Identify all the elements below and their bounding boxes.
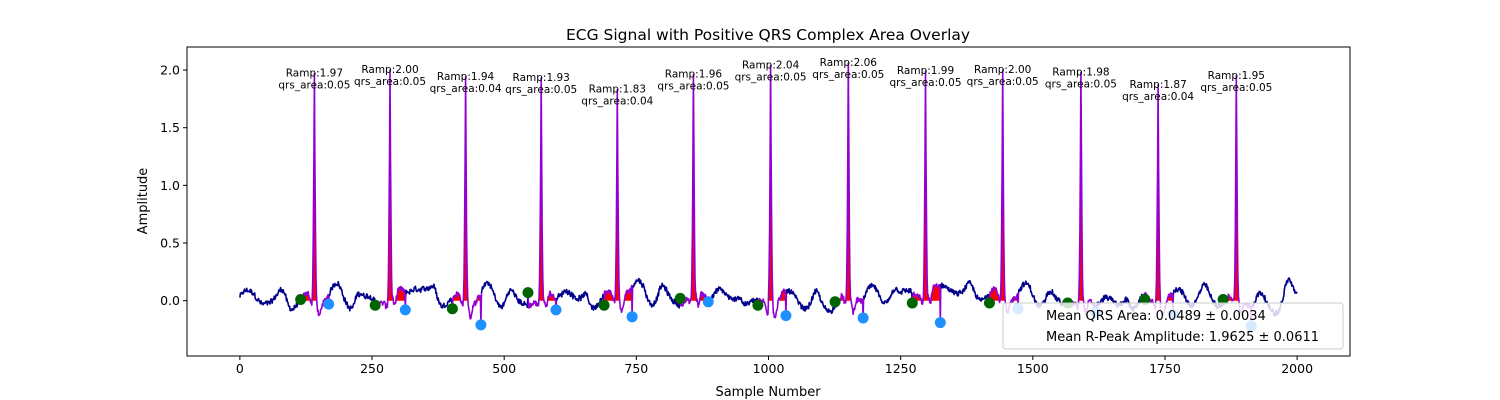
ramp-label: Ramp:1.99: [897, 65, 954, 77]
qrs-onset-marker: [446, 303, 458, 315]
qrs-area-label: qrs_area:0.05: [735, 71, 807, 83]
qrs-area-label: qrs_area:0.05: [1200, 82, 1272, 94]
qrs-area-label: qrs_area:0.05: [812, 69, 884, 81]
qrs-offset-marker: [780, 310, 792, 322]
qrs-segment-line: [451, 76, 483, 326]
qrs-segment-line: [679, 73, 710, 309]
qrs-onset-marker: [1217, 294, 1229, 306]
y-tick-label: 0.0: [160, 293, 180, 308]
x-tick-label: 1000: [753, 361, 785, 376]
x-tick-label: 250: [360, 361, 384, 376]
legend: Mean QRS Area: 0.0489 ± 0.0034 Mean R-Pe…: [1002, 302, 1344, 350]
signal-line: [405, 283, 454, 309]
ramp-label: Ramp:1.93: [513, 72, 570, 84]
x-axis: 0 250 500 750 1000 1250 1500 1750 2000: [236, 356, 1313, 376]
signal-line: [708, 286, 759, 307]
qrs-area-label: qrs_area:0.05: [505, 84, 577, 96]
qrs-area-label: qrs_area:0.05: [889, 77, 961, 89]
ramp-label: Ramp:1.94: [437, 71, 495, 83]
y-axis: 0.0 0.5 1.0 1.5 2.0: [160, 63, 187, 308]
qrs-segment-line: [757, 64, 788, 319]
qrs-offset-marker: [857, 312, 869, 324]
qrs-area-label: qrs_area:0.04: [581, 96, 653, 108]
ramp-label: Ramp:1.83: [589, 84, 646, 96]
qrs-onset-marker: [906, 297, 918, 309]
qrs-onset-marker: [295, 294, 307, 306]
qrs-onset-marker: [829, 296, 841, 308]
plot-area: Ramp:1.97qrs_area:0.05Ramp:2.00qrs_area:…: [239, 57, 1298, 332]
qrs-onset-marker: [752, 299, 764, 311]
y-tick-label: 1.5: [160, 120, 180, 135]
signal-line: [555, 288, 605, 312]
legend-box: [1002, 302, 1344, 350]
qrs-segment-line: [988, 69, 1020, 315]
qrs-segment-line: [374, 69, 407, 311]
ramp-label: Ramp:2.00: [361, 64, 418, 76]
signal-line: [940, 279, 991, 304]
x-tick-label: 500: [492, 361, 516, 376]
x-tick-label: 2000: [1281, 361, 1313, 376]
qrs-offset-marker: [475, 319, 487, 331]
ramp-label: Ramp:1.98: [1052, 66, 1109, 78]
ramp-label: Ramp:1.95: [1208, 70, 1265, 82]
signal-line: [239, 286, 302, 312]
qrs-onset-marker: [522, 287, 534, 299]
x-tick-label: 1750: [1149, 361, 1181, 376]
ramp-label: Ramp:1.87: [1129, 79, 1186, 91]
qrs-onset-marker: [598, 299, 610, 311]
x-tick-label: 1250: [885, 361, 917, 376]
chart-title: ECG Signal with Positive QRS Complex Are…: [566, 26, 970, 44]
legend-entry-r-peak: Mean R-Peak Amplitude: 1.9625 ± 0.0611: [1046, 330, 1319, 345]
qrs-area-label: qrs_area:0.04: [430, 83, 502, 95]
ramp-label: Ramp:2.04: [742, 59, 800, 71]
qrs-offset-marker: [934, 317, 946, 329]
signal-line: [328, 280, 376, 312]
qrs-segment-line: [603, 88, 634, 318]
signal-line: [480, 280, 529, 310]
y-tick-label: 2.0: [160, 63, 180, 78]
qrs-segment-line: [299, 72, 330, 317]
ramp-label: Ramp:2.00: [974, 64, 1031, 76]
y-axis-title: Amplitude: [136, 168, 151, 235]
qrs-onset-marker: [1139, 294, 1151, 306]
qrs-onset-marker: [674, 292, 686, 304]
ramp-label: Ramp:1.96: [665, 69, 723, 81]
signal-line: [631, 277, 681, 309]
qrs-area-label: qrs_area:0.05: [657, 81, 729, 93]
x-tick-label: 750: [624, 361, 648, 376]
qrs-segment-line: [911, 70, 942, 324]
qrs-area-label: qrs_area:0.05: [278, 80, 350, 92]
ramp-label: Ramp:2.06: [820, 57, 878, 69]
qrs-area-fill: [387, 70, 406, 301]
qrs-area-label: qrs_area:0.05: [967, 76, 1039, 88]
qrs-offset-marker: [323, 298, 335, 310]
qrs-onset-marker: [369, 299, 381, 311]
qrs-onset-marker: [983, 297, 995, 309]
qrs-segment-line: [527, 77, 558, 311]
qrs-area-label: qrs_area:0.05: [1045, 78, 1117, 90]
x-tick-label: 0: [236, 361, 244, 376]
qrs-offset-marker: [399, 304, 411, 316]
qrs-offset-marker: [550, 304, 562, 316]
qrs-offset-marker: [626, 311, 638, 323]
ramp-label: Ramp:1.97: [286, 68, 343, 80]
x-tick-label: 1500: [1017, 361, 1049, 376]
signal-line: [785, 287, 836, 315]
y-tick-label: 1.0: [160, 178, 180, 193]
qrs-area-label: qrs_area:0.05: [354, 76, 426, 88]
qrs-area-label: qrs_area:0.04: [1122, 91, 1194, 103]
x-axis-title: Sample Number: [715, 385, 821, 400]
legend-entry-qrs-area: Mean QRS Area: 0.0489 ± 0.0034: [1046, 309, 1266, 324]
y-tick-label: 0.5: [160, 236, 180, 251]
beat-annotations: Ramp:1.97qrs_area:0.05Ramp:2.00qrs_area:…: [278, 57, 1272, 108]
qrs-offset-marker: [702, 296, 714, 308]
signal-line: [862, 282, 914, 305]
signal-line: [1017, 280, 1069, 309]
